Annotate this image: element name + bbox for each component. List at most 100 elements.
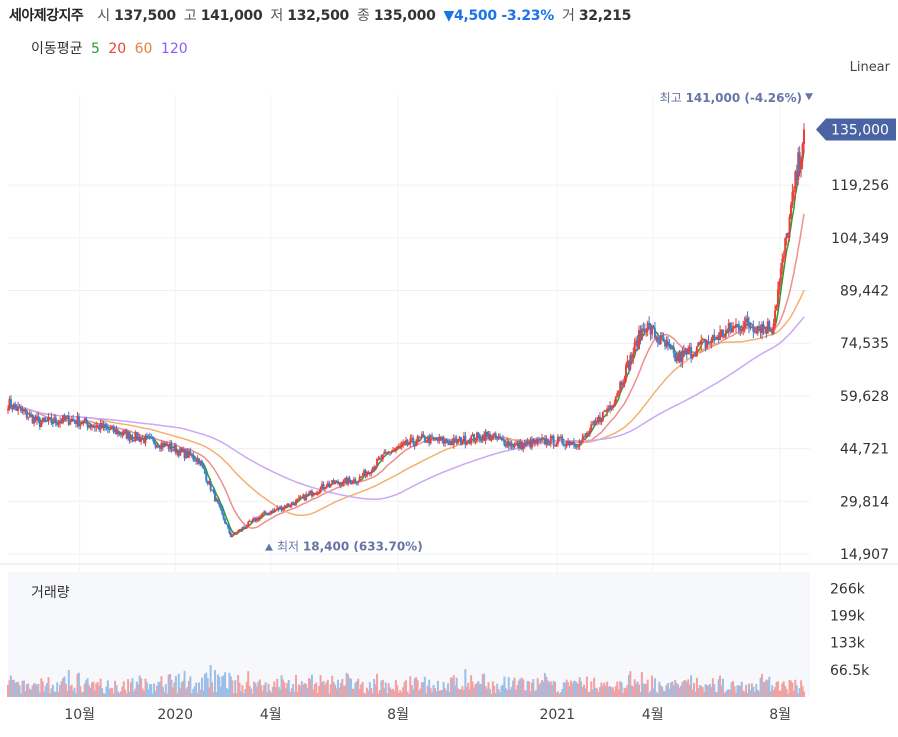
volume-bar [682, 680, 685, 697]
candle-body [40, 422, 43, 428]
candle-body [225, 523, 228, 525]
candle-body [183, 449, 186, 458]
ma5-legend[interactable]: 5 [90, 41, 100, 57]
candle-body [376, 459, 379, 467]
candle-body [34, 417, 37, 421]
candle-body [226, 524, 229, 528]
candle-body [312, 494, 315, 496]
volume-bar [429, 687, 432, 697]
candle-body [671, 347, 674, 349]
candle-body [772, 323, 775, 334]
candle-body [684, 349, 687, 353]
candle-body [400, 444, 403, 446]
high-marker-icon [805, 93, 813, 101]
volume-bar [189, 676, 192, 697]
volume-bar [102, 693, 105, 697]
ma60-legend[interactable]: 60 [134, 41, 153, 57]
candle-body [281, 508, 284, 511]
volume-bar [571, 683, 574, 697]
candle-body [396, 446, 399, 449]
volume-bar [331, 675, 334, 697]
volume-bar [250, 688, 253, 697]
candle-body [195, 460, 198, 462]
candle-body [306, 494, 309, 496]
volume-bar [509, 689, 512, 697]
close-label: 종 [356, 8, 370, 24]
volume-bar [72, 690, 75, 697]
volume-bar [584, 688, 587, 697]
volume-bar [281, 679, 284, 697]
volume-bar [776, 681, 779, 697]
candle-body [203, 468, 206, 474]
candle-body [687, 348, 690, 355]
time-axis: 10월 2020 4월 8월 2021 4월 8월 [64, 707, 791, 723]
candle-body [481, 434, 484, 441]
volume-bar [554, 681, 557, 697]
volume-bar [410, 685, 413, 697]
price-axis: 14,907 29,814 44,721 59,628 74,535 89,442 104,… [830, 178, 889, 679]
volume-bar [334, 684, 337, 697]
candle-body [493, 433, 496, 436]
volume-bar [167, 674, 170, 697]
volume-bar [665, 685, 668, 697]
volume-bar [622, 693, 625, 697]
volume-bar [787, 693, 790, 697]
candle-body [153, 439, 156, 445]
ma120-legend[interactable]: 120 [160, 41, 188, 57]
candle-body [137, 436, 140, 441]
candle-body [270, 510, 273, 514]
volume-bar [785, 688, 788, 697]
volume-bar [413, 678, 416, 697]
low-marker-icon [265, 543, 273, 551]
candle-body [147, 436, 150, 438]
volume-bar [717, 679, 720, 697]
candle-body [766, 321, 769, 334]
volume-bar [724, 691, 727, 697]
volume-bar [587, 692, 590, 697]
candle-body [73, 419, 76, 422]
volume-bar [708, 684, 711, 697]
candle-body [572, 442, 575, 445]
volume-bar [789, 680, 792, 697]
candle-body [548, 444, 551, 446]
candle-body [468, 440, 471, 444]
volume-bar [514, 689, 517, 697]
volume-bar [394, 679, 397, 697]
volume-bar [121, 686, 124, 697]
volume-bar [377, 693, 380, 697]
candle-body [67, 415, 70, 425]
volume-bar [363, 692, 366, 697]
candle-body [370, 471, 373, 474]
volume-bar [591, 689, 594, 697]
candle-body [477, 432, 480, 435]
volume-bar [177, 673, 180, 697]
volume-bar [422, 682, 425, 697]
scale-mode-toggle[interactable]: Linear [849, 60, 890, 75]
ma20-legend[interactable]: 20 [108, 41, 127, 57]
volume-bar [403, 681, 406, 697]
candle-body [151, 437, 154, 440]
candle-body [185, 450, 188, 458]
volume-bar [319, 675, 322, 697]
volume-bar [235, 693, 238, 697]
candle-body [690, 346, 693, 359]
volume-bar [558, 693, 561, 697]
candle-body [769, 330, 772, 332]
volume-bar [721, 678, 724, 697]
candle-body [552, 436, 555, 446]
volume-bar [729, 689, 732, 697]
candle-body [542, 437, 545, 439]
candle-body [719, 331, 722, 341]
volume-bar [578, 677, 581, 697]
candle-body [138, 436, 141, 442]
candle-body [221, 509, 224, 514]
candle-body [193, 459, 196, 461]
candle-body [258, 516, 261, 520]
moving-average-legend[interactable]: 이동평균 5 20 60 120 [31, 38, 192, 58]
volume-bar [457, 688, 460, 697]
volume-bar [24, 691, 27, 697]
candle-body [584, 436, 587, 438]
volume-bar [53, 691, 56, 697]
volume-bar [134, 688, 137, 697]
